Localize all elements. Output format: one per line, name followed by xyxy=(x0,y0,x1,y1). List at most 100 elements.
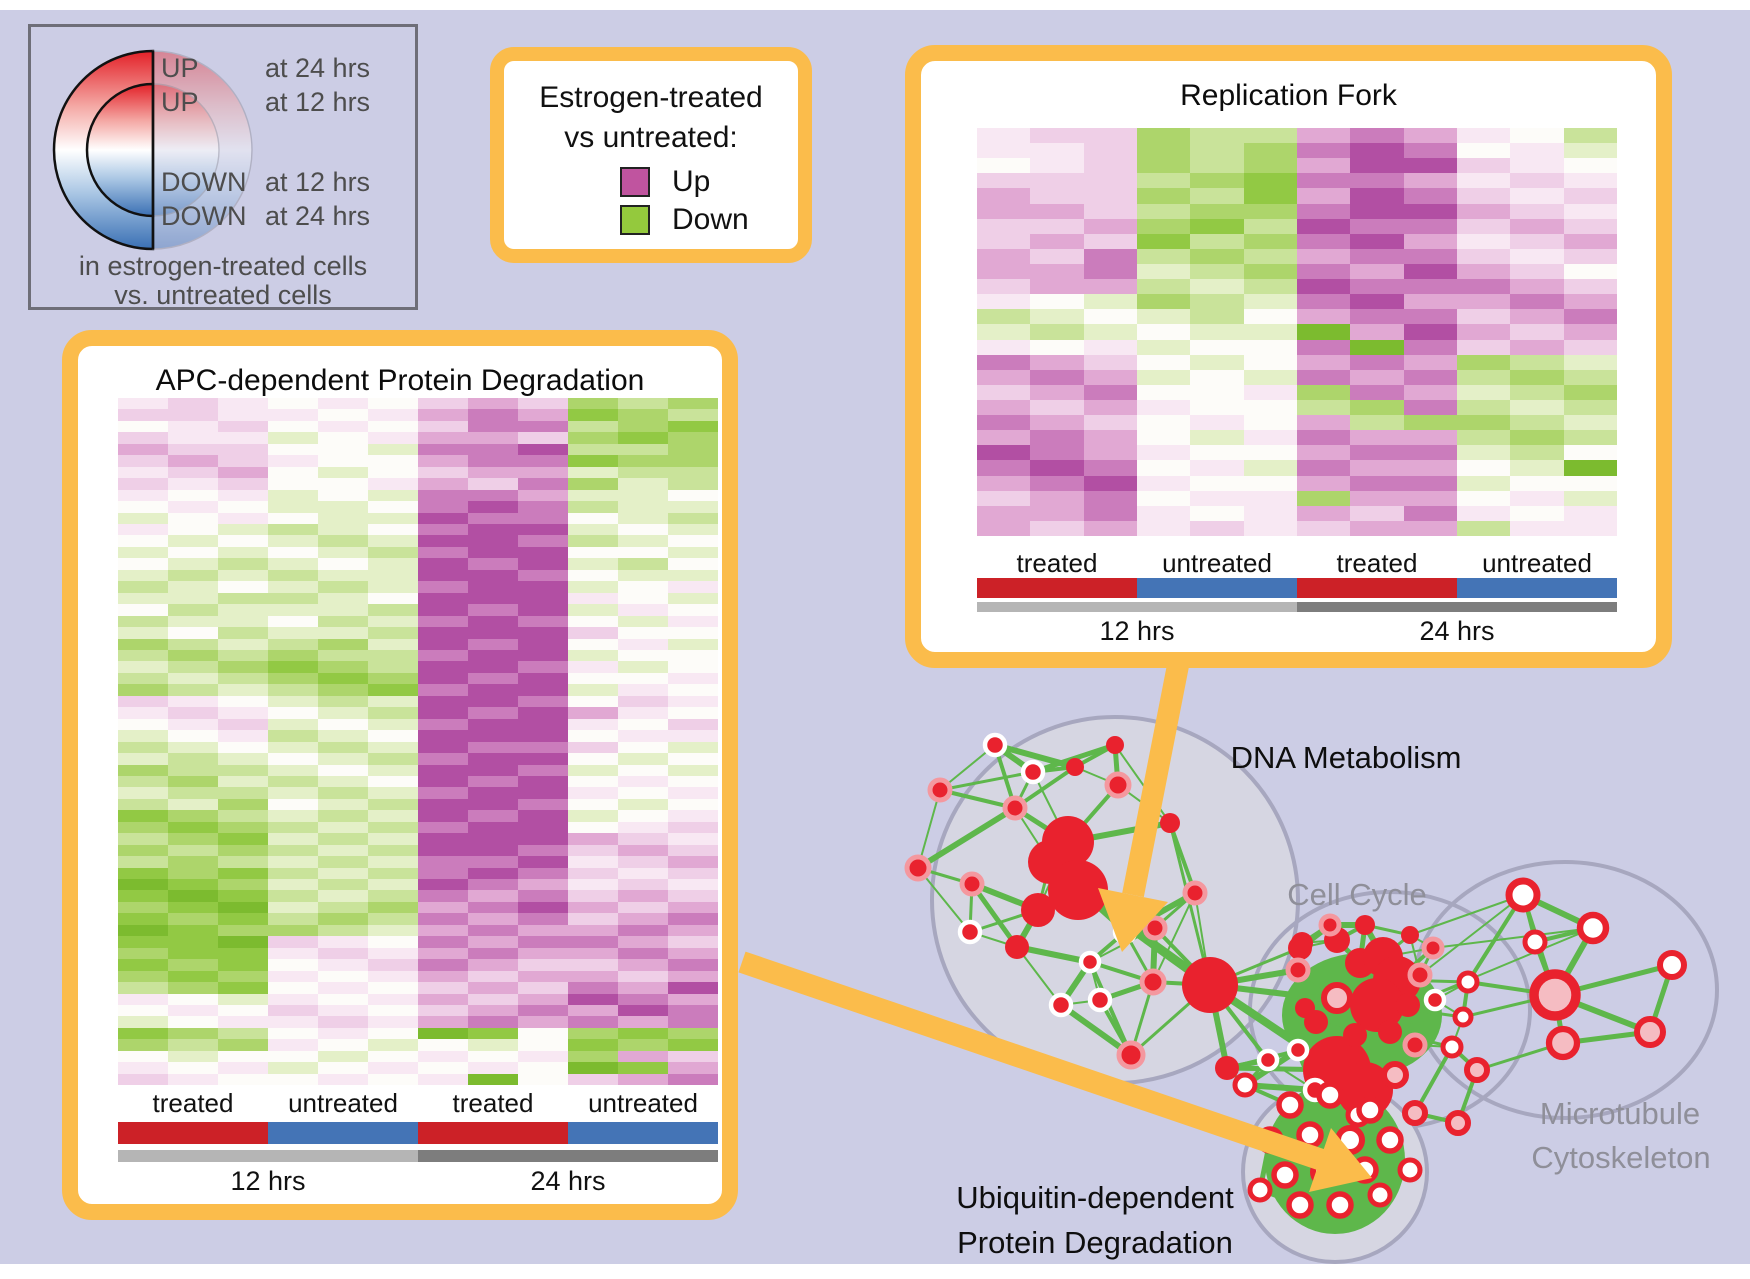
heatmap-cell xyxy=(1456,415,1511,431)
heatmap-row xyxy=(118,627,718,639)
heatmap-cell xyxy=(468,661,518,673)
heatmap-cell xyxy=(468,753,518,765)
heatmap-row xyxy=(118,947,718,960)
heatmap-cell xyxy=(318,810,368,822)
heatmap-cell xyxy=(1563,430,1617,446)
heatmap-cell xyxy=(518,764,568,776)
heatmap-cell xyxy=(1136,369,1191,385)
heatmap-cell xyxy=(568,478,618,490)
heatmap-cell xyxy=(568,810,618,822)
heatmap-cell xyxy=(168,993,218,1006)
heatmap-cell xyxy=(368,649,418,662)
heatmap-cell xyxy=(268,730,318,742)
heatmap-cell xyxy=(1190,384,1244,400)
heatmap-cell xyxy=(418,1050,468,1063)
time-label: 12 hrs xyxy=(230,1166,306,1196)
heatmap-cell xyxy=(368,443,418,456)
heatmap-cell xyxy=(468,466,518,479)
heatmap-cell xyxy=(1563,369,1617,385)
heatmap-cell xyxy=(1190,445,1244,461)
heatmap-cell xyxy=(318,959,368,971)
heatmap-cell xyxy=(1350,173,1404,189)
heatmap-row xyxy=(118,581,718,593)
network-node xyxy=(1326,1191,1354,1219)
heatmap-cell xyxy=(1456,263,1511,280)
network-edge xyxy=(969,881,1020,950)
heatmap-cell xyxy=(418,787,468,799)
heatmap-cell xyxy=(568,672,618,685)
heatmap-cell xyxy=(1510,143,1564,159)
apc-time-labels: 12 hrs 24 hrs xyxy=(118,1166,718,1196)
heatmap-cell xyxy=(268,867,318,880)
heatmap-cell xyxy=(618,546,668,559)
heatmap-row xyxy=(118,432,718,444)
heatmap-cell xyxy=(668,764,718,776)
heatmap-cell xyxy=(1456,158,1511,174)
heatmap-cell xyxy=(118,707,168,719)
heatmap-cell xyxy=(1350,279,1404,295)
heatmap-cell xyxy=(977,203,1031,219)
heatmap-cell xyxy=(1563,520,1617,536)
heatmap-cell xyxy=(568,420,618,433)
heatmap-cell xyxy=(468,398,518,410)
heatmap-row xyxy=(118,512,718,524)
heatmap-cell xyxy=(668,901,718,914)
heatmap-cell xyxy=(418,753,468,765)
heatmap-cell xyxy=(1456,430,1511,446)
heatmap-cell xyxy=(1243,445,1297,461)
heatmap-cell xyxy=(418,970,468,983)
heatmap-cell xyxy=(168,718,218,731)
treatment-bar-segment xyxy=(118,1122,268,1144)
ubiquitin-label-line2: Protein Degradation xyxy=(957,1225,1233,1260)
heatmap-cell xyxy=(318,718,368,731)
heatmap-cell xyxy=(268,695,318,708)
heatmap-cell xyxy=(118,627,168,639)
heatmap-cell xyxy=(568,1027,618,1040)
heatmap-cell xyxy=(368,1027,418,1040)
heatmap-cell xyxy=(168,489,218,502)
heatmap-cell xyxy=(1350,248,1404,264)
heatmap-cell xyxy=(418,879,468,891)
heatmap-cell xyxy=(518,523,568,536)
heatmap-row xyxy=(118,672,718,685)
heatmap-cell xyxy=(518,913,568,925)
heatmap-cell xyxy=(618,764,668,776)
heatmap-cell xyxy=(268,523,318,536)
heatmap-cell xyxy=(118,787,168,799)
heatmap-row xyxy=(118,764,718,776)
time-bar-segment xyxy=(118,1150,418,1162)
heatmap-cell xyxy=(468,478,518,490)
heatmap-cell xyxy=(568,1005,618,1017)
heatmap-cell xyxy=(1083,248,1137,264)
heatmap-cell xyxy=(218,661,268,673)
heatmap-cell xyxy=(568,627,618,639)
heatmap-cell xyxy=(1136,248,1191,264)
network-node xyxy=(1316,1081,1344,1109)
heatmap-row xyxy=(118,478,718,490)
heatmap-cell xyxy=(418,615,468,628)
heatmap-cell xyxy=(118,833,168,845)
heatmap-row xyxy=(977,384,1617,400)
heatmap-cell xyxy=(1243,430,1297,446)
heatmap-cell xyxy=(618,1005,668,1017)
network-node xyxy=(1657,950,1687,980)
heatmap-row xyxy=(118,1073,718,1086)
down-label: Down xyxy=(672,203,749,236)
heatmap-row xyxy=(977,505,1617,521)
apc-time-bar xyxy=(118,1150,718,1162)
heatmap-cell xyxy=(568,615,618,628)
heatmap-cell xyxy=(418,890,468,902)
heatmap-cell xyxy=(518,1062,568,1074)
heatmap-row xyxy=(118,592,718,605)
heatmap-cell xyxy=(318,821,368,834)
heatmap-cell xyxy=(1296,294,1351,310)
heatmap-cell xyxy=(368,523,418,536)
heatmap-cell xyxy=(118,638,168,650)
heatmap-cell xyxy=(468,409,518,421)
heatmap-cell xyxy=(468,810,518,822)
heatmap-cell xyxy=(468,420,518,433)
heatmap-cell xyxy=(468,638,518,650)
heatmap-cell xyxy=(418,661,468,673)
heatmap-cell xyxy=(518,810,568,822)
heatmap-cell xyxy=(1510,309,1564,325)
